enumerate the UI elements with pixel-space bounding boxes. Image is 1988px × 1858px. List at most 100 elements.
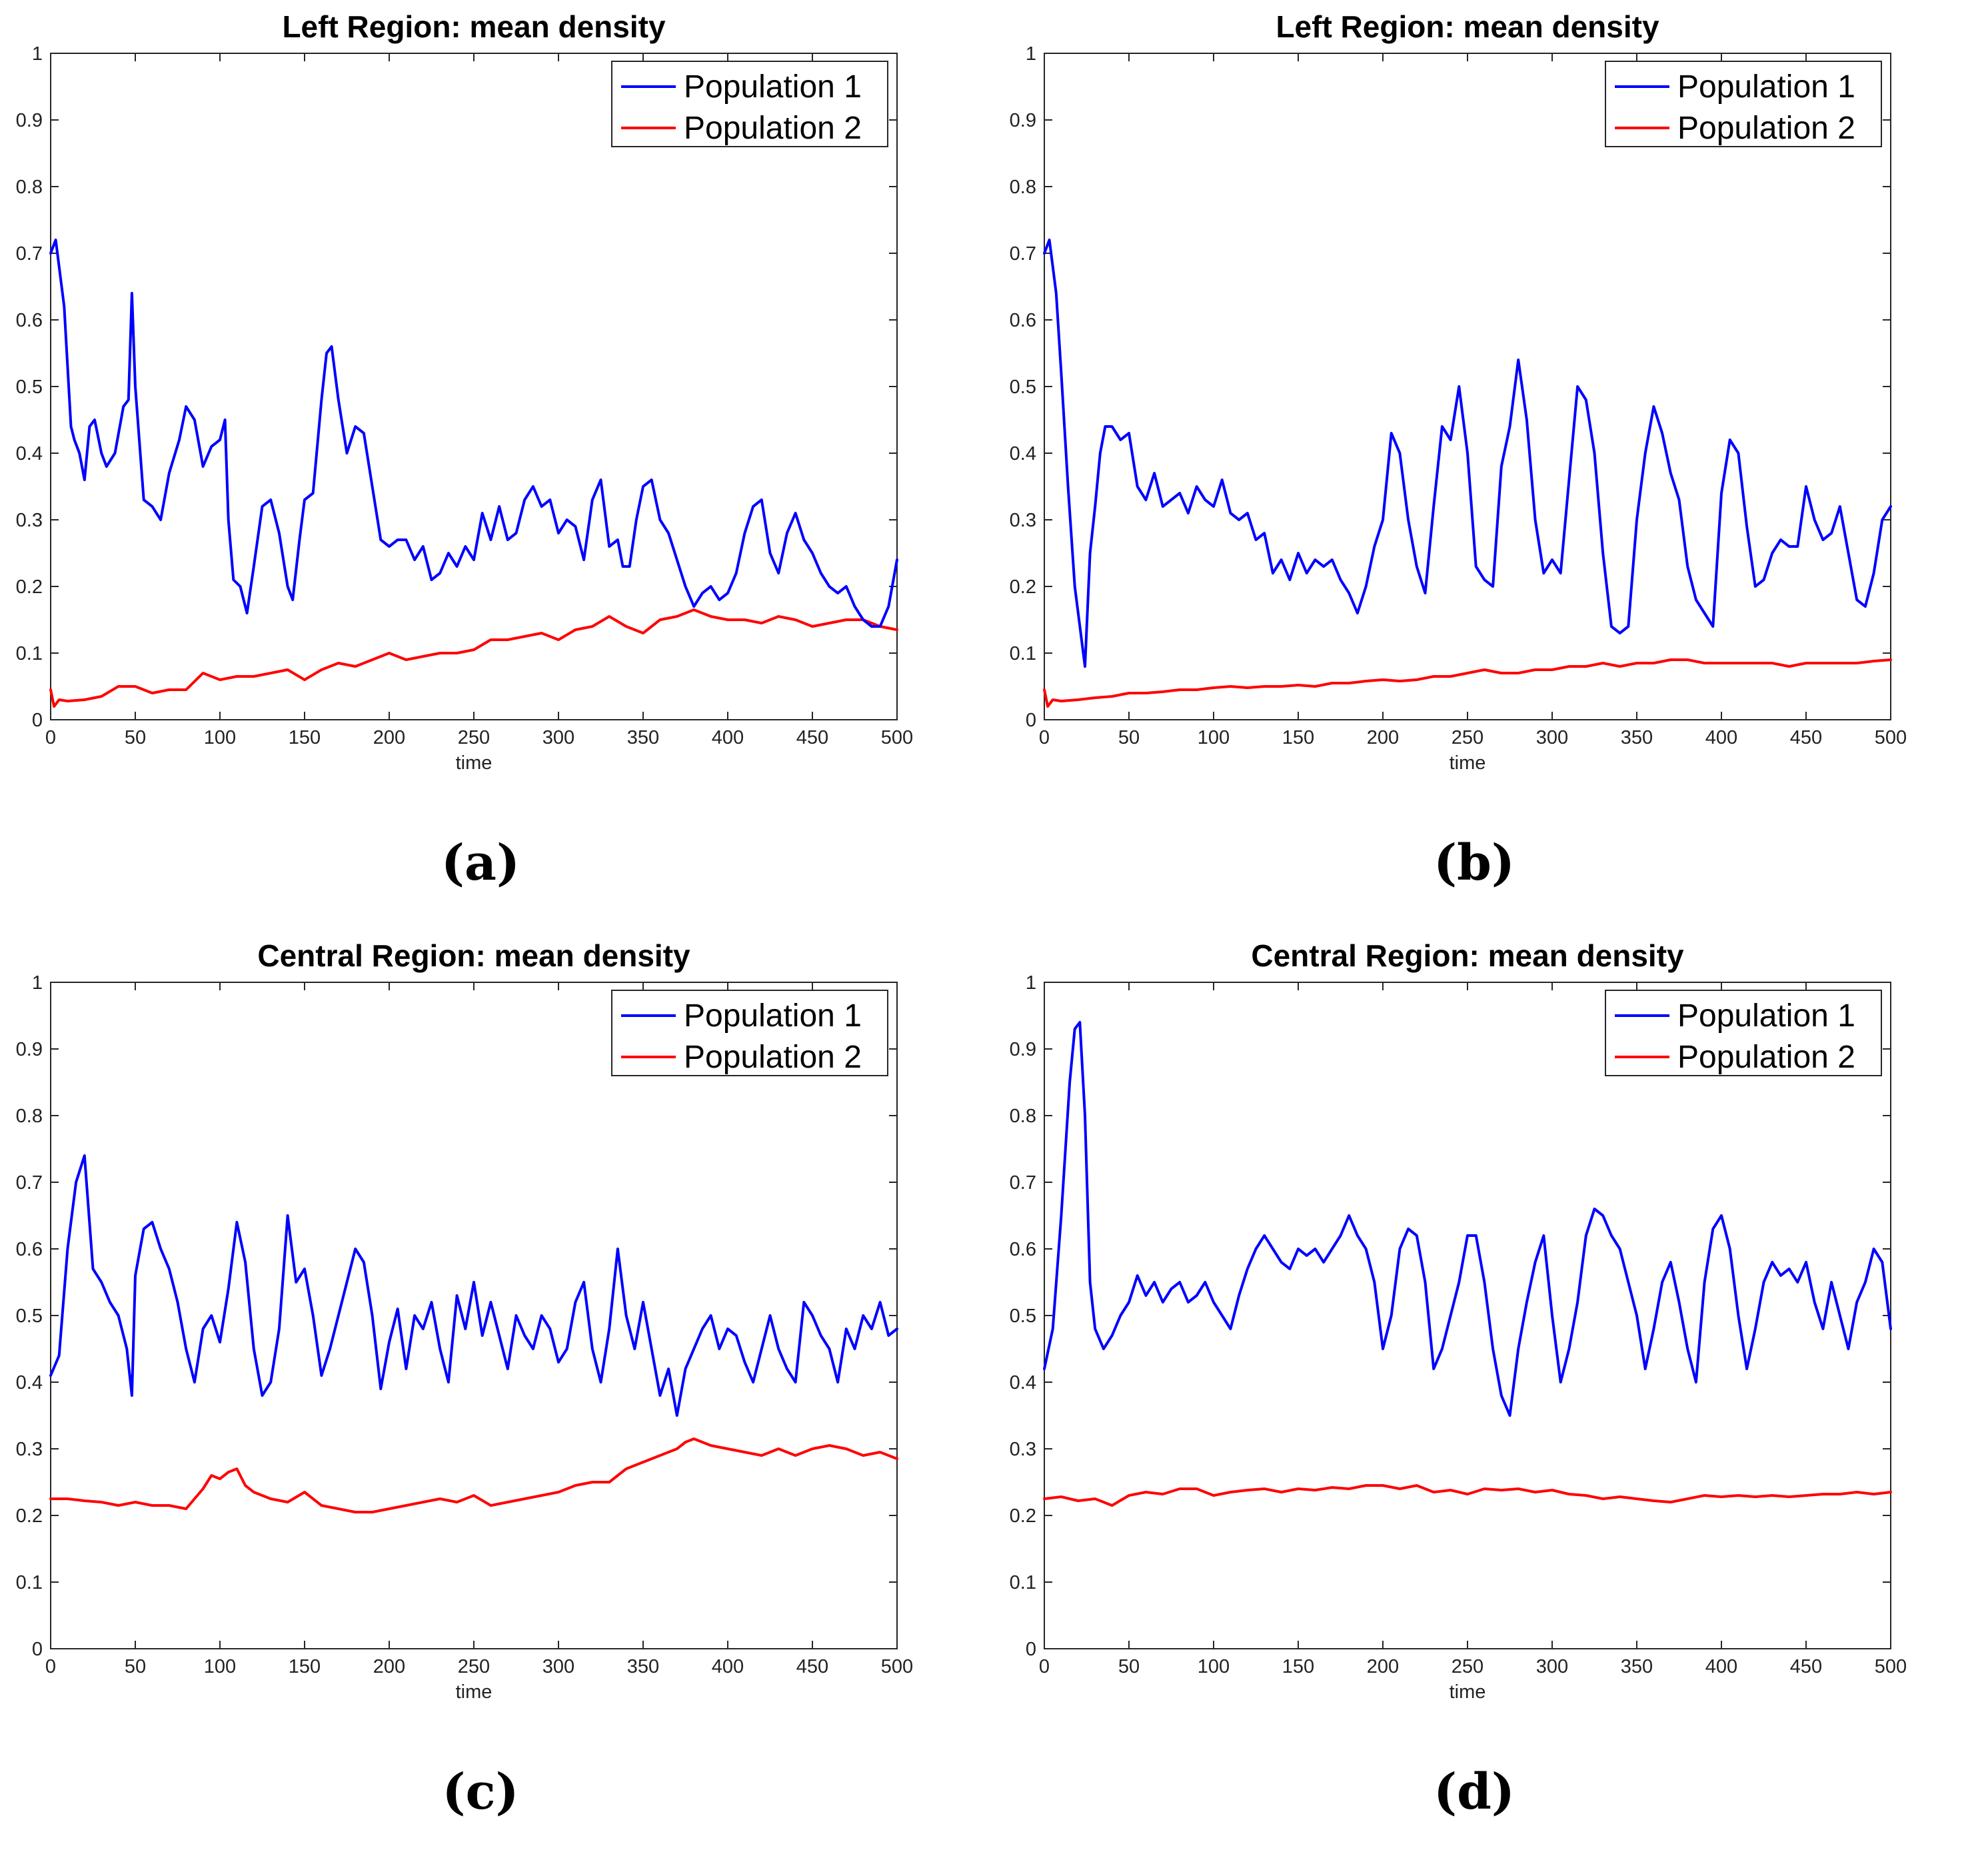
y-tick-label: 0.1: [16, 643, 43, 664]
series-line-population-1: [1043, 1021, 1892, 1417]
series-line-population-1: [49, 239, 898, 628]
x-tick-label: 250: [458, 1656, 490, 1677]
x-axis-label: time: [456, 1681, 493, 1703]
legend-label: Population 2: [1677, 111, 1855, 146]
y-tick-label: 1: [1026, 43, 1036, 65]
legend-label: Population 2: [684, 1040, 862, 1075]
x-tick-label: 350: [627, 1656, 659, 1677]
y-tick-label: 0.4: [1010, 1372, 1036, 1394]
chart-svg: Left Region: mean density 0 0.1 0.2 0.3 0.4 0.…: [1010, 9, 1907, 892]
x-tick-label: 300: [1536, 727, 1568, 748]
y-tick-label: 0.8: [16, 1106, 43, 1127]
x-tick-label: 250: [1452, 1656, 1484, 1677]
y-tick-label: 0.5: [16, 377, 43, 398]
y-tick-label: 0.8: [16, 177, 43, 198]
legend-box: [611, 990, 888, 1076]
x-tick-label: 150: [1282, 1656, 1314, 1677]
x-tick-label: 100: [1198, 727, 1230, 748]
chart-title: Central Region: mean density: [257, 938, 690, 973]
y-tick-label: 0.3: [1010, 1439, 1036, 1460]
y-tick-label: 0.3: [16, 1439, 43, 1460]
x-tick-label: 50: [125, 727, 146, 748]
legend-label: Population 1: [684, 998, 862, 1034]
x-tick-label: 400: [712, 1656, 744, 1677]
legend-label: Population 2: [684, 111, 862, 146]
x-tick-label: 500: [881, 727, 913, 748]
y-tick-label: 0.9: [16, 1039, 43, 1060]
y-tick-label: 0.8: [1010, 177, 1036, 198]
x-tick-label: 150: [289, 1656, 321, 1677]
chart-panel-b: Left Region: mean density 0 0.1 0.2 0.3 0.4 0.…: [994, 0, 1988, 929]
x-tick-label: 500: [1875, 1656, 1907, 1677]
plot-area-frame: [1044, 982, 1891, 1649]
legend-box: [1605, 990, 1882, 1076]
x-axis-label: time: [1450, 1681, 1486, 1703]
x-tick-label: 300: [542, 1656, 574, 1677]
x-tick-label: 350: [627, 727, 659, 748]
y-tick-label: 0.2: [16, 1505, 43, 1527]
y-tick-label: 0.7: [16, 1172, 43, 1194]
legend-box: [611, 61, 888, 147]
x-tick-label: 500: [1875, 727, 1907, 748]
y-tick-label: 0: [1026, 710, 1036, 731]
panel-caption: (a): [441, 834, 520, 892]
x-tick-label: 150: [1282, 727, 1314, 748]
x-tick-label: 450: [796, 727, 828, 748]
x-tick-label: 200: [373, 1656, 405, 1677]
x-tick-label: 100: [204, 727, 236, 748]
legend-label: Population 1: [684, 69, 862, 105]
y-tick-label: 0.5: [1010, 1306, 1036, 1327]
x-tick-label: 50: [125, 1656, 146, 1677]
series-line-population-1: [49, 1154, 898, 1417]
y-tick-label: 0.4: [1010, 443, 1036, 464]
legend-label: Population 1: [1677, 998, 1855, 1034]
y-tick-label: 0.7: [1010, 1172, 1036, 1194]
legend-label: Population 2: [1677, 1040, 1855, 1075]
x-tick-label: 200: [1367, 1656, 1399, 1677]
x-tick-label: 350: [1621, 1656, 1653, 1677]
series-line-population-2: [1043, 1484, 1892, 1507]
chart-svg: Left Region: mean density 0 0.1 0.2 0.3 0.4 0.…: [16, 9, 914, 892]
x-tick-label: 450: [796, 1656, 828, 1677]
x-tick-label: 150: [289, 727, 321, 748]
x-tick-label: 0: [1039, 1656, 1050, 1677]
x-tick-label: 100: [204, 1656, 236, 1677]
y-tick-label: 0.7: [1010, 243, 1036, 265]
y-tick-label: 0.6: [16, 1239, 43, 1260]
chart-panel-d: Central Region: mean density 0 0.1 0.2 0.3 0.…: [994, 929, 1988, 1858]
panel-caption: (d): [1434, 1763, 1515, 1821]
x-tick-label: 250: [1452, 727, 1484, 748]
y-tick-label: 0.1: [1010, 643, 1036, 664]
y-tick-label: 0.5: [1010, 377, 1036, 398]
x-tick-label: 300: [542, 727, 574, 748]
y-tick-label: 0: [32, 1639, 43, 1660]
x-tick-label: 500: [881, 1656, 913, 1677]
y-tick-label: 1: [32, 43, 43, 65]
x-tick-label: 50: [1118, 1656, 1140, 1677]
y-tick-label: 0.7: [16, 243, 43, 265]
legend-label: Population 1: [1677, 69, 1855, 105]
chart-title: Left Region: mean density: [282, 9, 665, 44]
y-tick-label: 0: [32, 710, 43, 731]
chart-panel-a: Left Region: mean density 0 0.1 0.2 0.3 0.4 0.…: [0, 0, 994, 929]
x-tick-label: 450: [1790, 1656, 1822, 1677]
y-tick-label: 0.4: [16, 443, 43, 464]
x-tick-label: 350: [1621, 727, 1653, 748]
series-line-population-2: [49, 608, 898, 708]
panel-caption: (c): [442, 1763, 518, 1821]
y-tick-label: 0.5: [16, 1306, 43, 1327]
series-line-population-2: [1043, 658, 1892, 708]
x-axis-label: time: [1450, 752, 1486, 774]
chart-panel-c: Central Region: mean density 0 0.1 0.2 0.3 0.…: [0, 929, 994, 1858]
y-tick-label: 0: [1026, 1639, 1036, 1660]
x-tick-label: 400: [1705, 1656, 1737, 1677]
x-tick-label: 100: [1198, 1656, 1230, 1677]
chart-svg: Central Region: mean density 0 0.1 0.2 0.3 0.…: [1010, 938, 1907, 1821]
y-tick-label: 0.6: [1010, 310, 1036, 331]
legend-box: [1605, 61, 1882, 147]
x-tick-label: 450: [1790, 727, 1822, 748]
plot-area-frame: [1044, 53, 1891, 720]
y-tick-label: 0.6: [1010, 1239, 1036, 1260]
y-tick-label: 0.2: [1010, 576, 1036, 598]
y-tick-label: 0.9: [1010, 1039, 1036, 1060]
